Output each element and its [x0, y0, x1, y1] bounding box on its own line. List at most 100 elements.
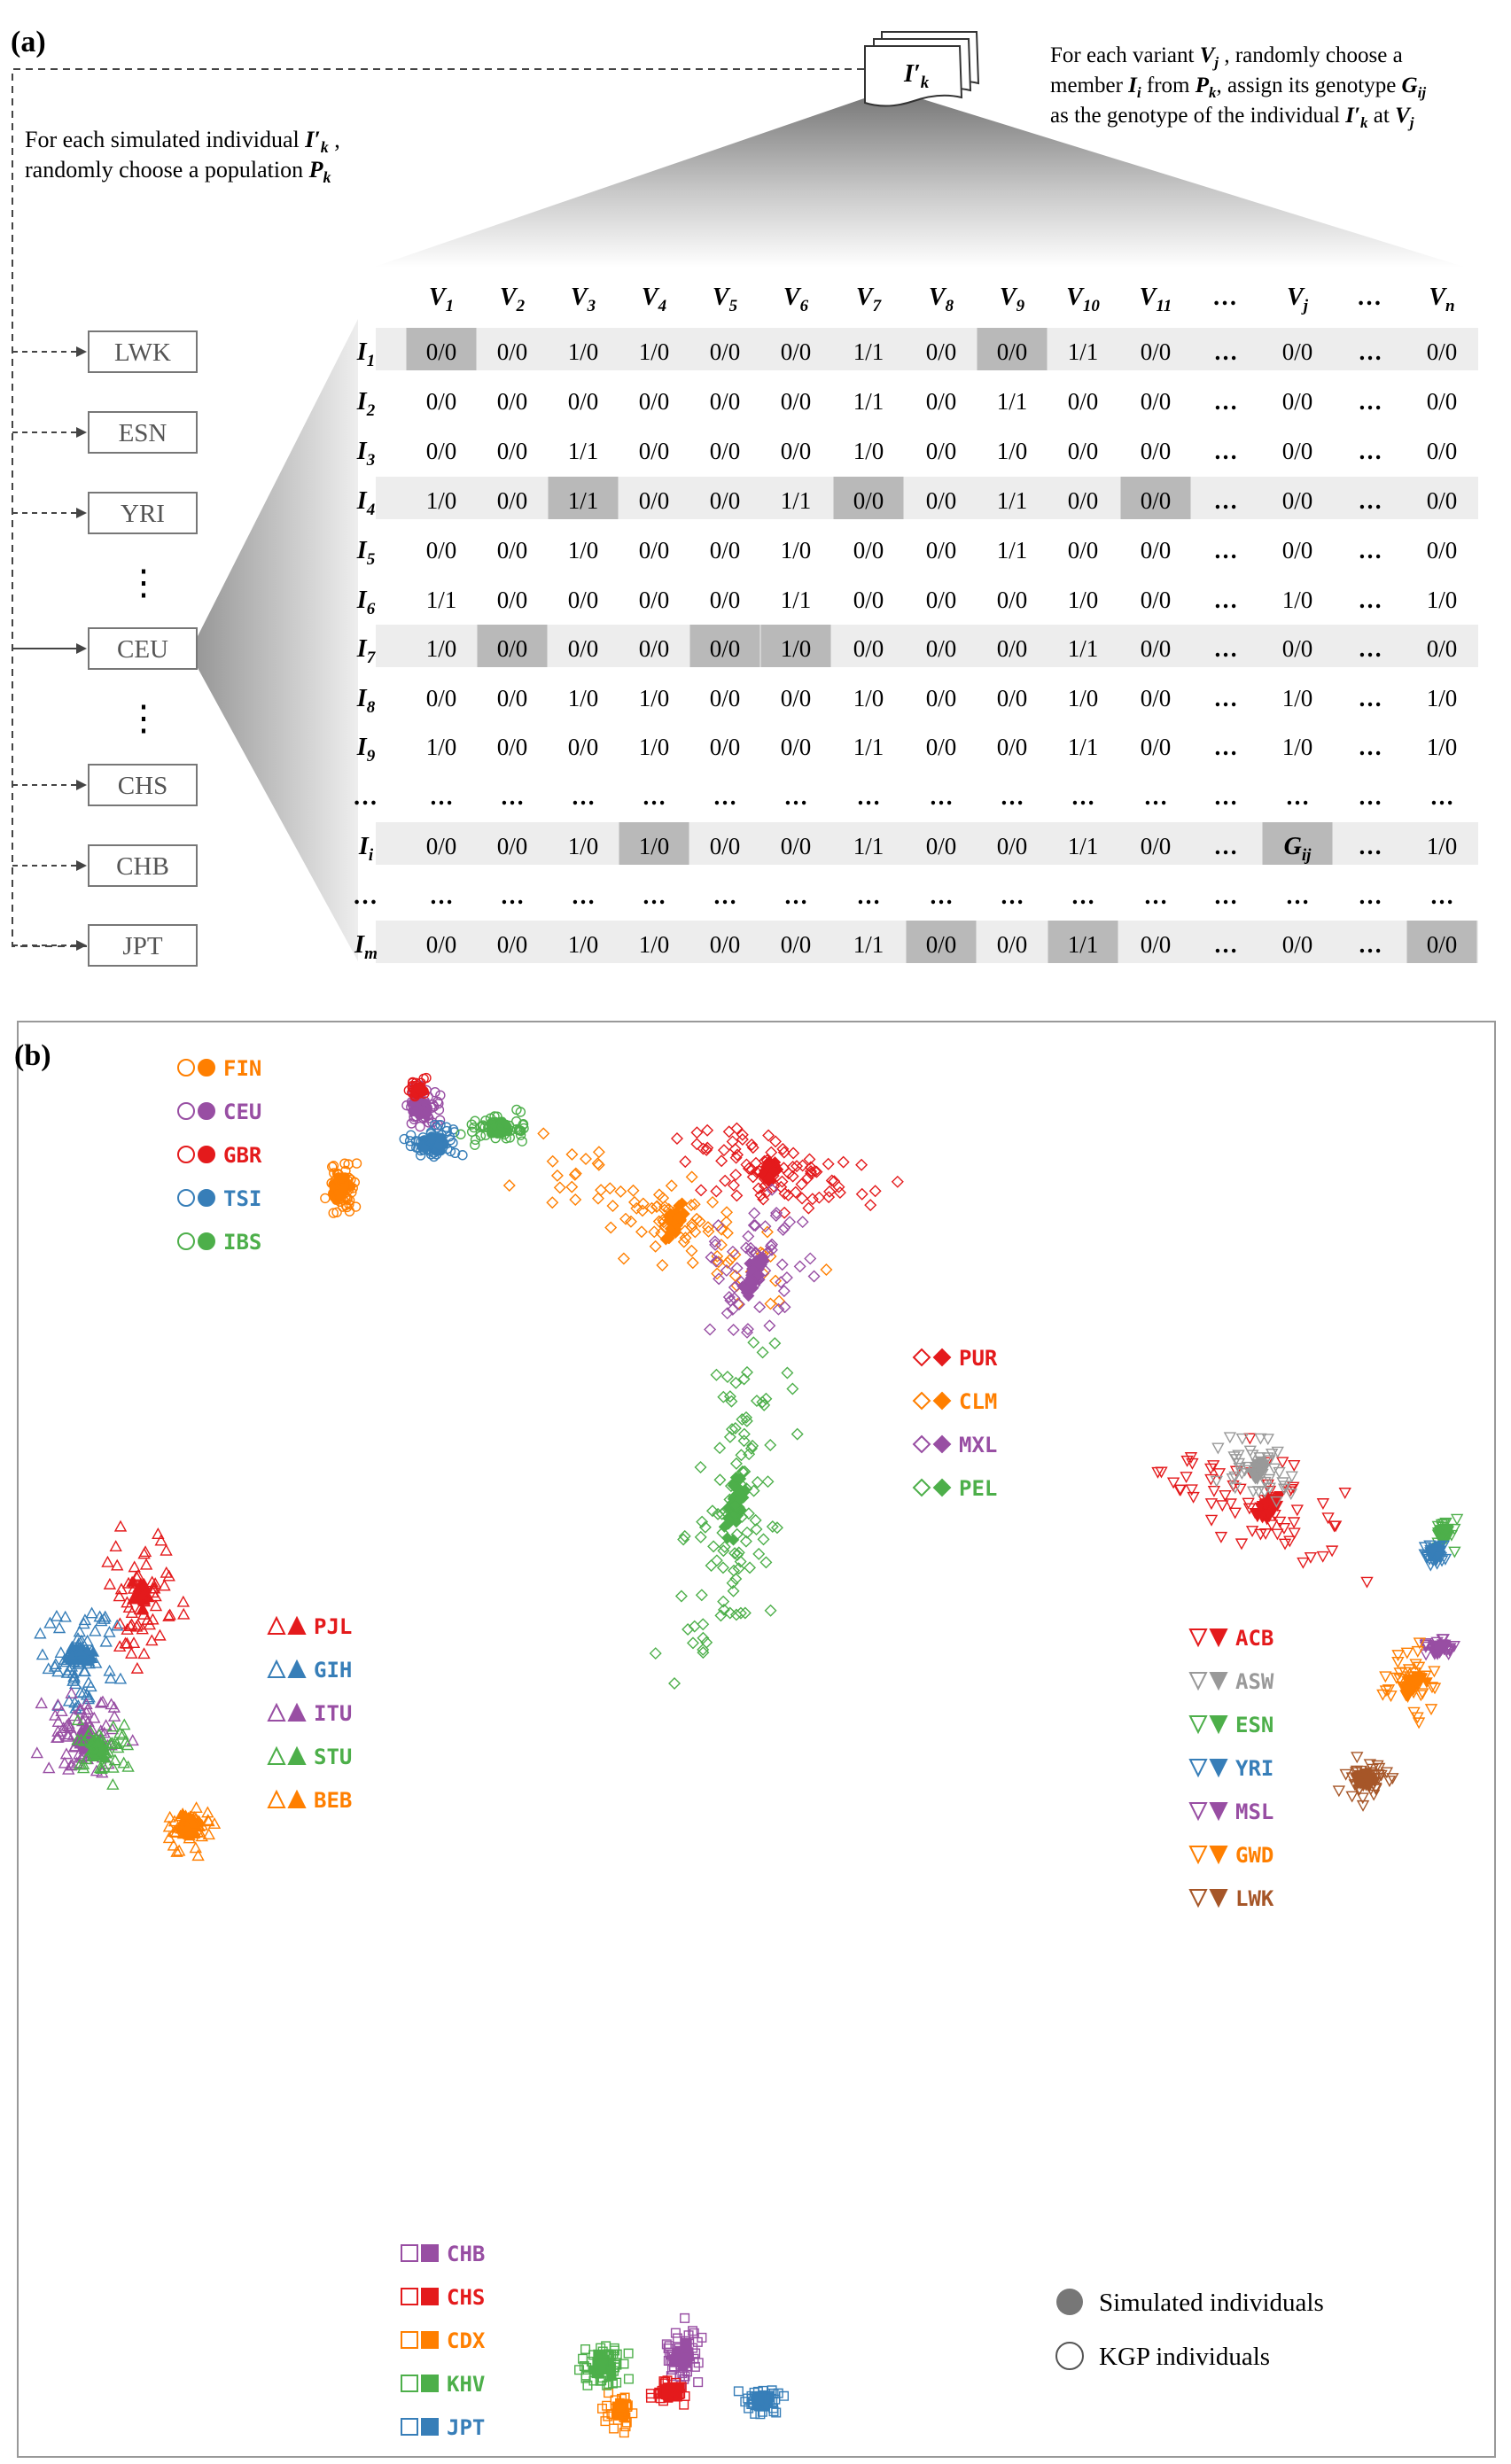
- kgp-point: [702, 1224, 715, 1238]
- kgp-point: [728, 1547, 742, 1560]
- genotype-cell: 0/0: [497, 685, 528, 711]
- highlight-cell: [760, 625, 831, 667]
- kgp-point: [777, 1146, 791, 1159]
- kgp-point: [803, 1153, 816, 1166]
- row-stripe: [376, 625, 1478, 667]
- genotype-cell: …: [784, 882, 808, 909]
- kgp-point: [52, 1621, 66, 1634]
- kgp-point: [736, 1128, 749, 1141]
- kgp-point: [1332, 1785, 1346, 1798]
- genotype-cell: 0/0: [926, 487, 957, 514]
- kgp-point: [679, 2399, 689, 2410]
- kgp-point: [657, 1192, 670, 1205]
- kgp-point: [1288, 1460, 1301, 1472]
- legend-marker-icon: [912, 1434, 931, 1454]
- kgp-point: [110, 1737, 124, 1749]
- kgp-point: [685, 1221, 698, 1234]
- genotype-cell: 0/0: [1427, 537, 1458, 564]
- kgp-point: [30, 1746, 43, 1759]
- kgp-point: [736, 1412, 749, 1426]
- kgp-point: [891, 1175, 904, 1188]
- legend-marker-icon: [198, 1232, 215, 1250]
- annotation-right-line-2: member Ii from Pk, assign its genotype G…: [1050, 74, 1426, 101]
- genotype-cell: 1/1: [853, 388, 884, 415]
- kgp-point: [1254, 1433, 1267, 1445]
- kgp-point: [405, 1140, 417, 1152]
- kgp-point: [679, 1155, 692, 1169]
- kgp-point: [759, 1556, 773, 1569]
- kgp-point: [750, 1523, 763, 1535]
- kgp-point: [690, 1126, 704, 1139]
- legend-marker-icon: [932, 1348, 952, 1367]
- kgp-point: [624, 1215, 637, 1228]
- kgp-point: [768, 1337, 782, 1350]
- kgp-point: [727, 1178, 740, 1192]
- genotype-cell: 0/0: [1141, 537, 1172, 564]
- kgp-point: [207, 1817, 222, 1830]
- genotype-cell: 0/0: [710, 487, 741, 514]
- genotype-cell: 0/0: [926, 537, 957, 564]
- legend-label-yri: YRI: [1235, 1756, 1273, 1781]
- kgp-point: [685, 1170, 698, 1184]
- genotype-cell: 0/0: [1141, 587, 1172, 613]
- legend-marker-icon: [1209, 1889, 1228, 1908]
- highlight-cell: [1406, 921, 1477, 963]
- kgp-point: [1356, 1792, 1369, 1805]
- kgp-point: [106, 1720, 121, 1732]
- kgp-point: [550, 1169, 564, 1182]
- genotype-cell: …: [572, 882, 596, 909]
- kgp-point: [145, 1634, 159, 1646]
- kgp-point: [668, 1676, 682, 1690]
- population-list: LWK ESN YRI ⋮ CEU ⋮ CHS CHB JPT: [12, 330, 198, 967]
- legend-marker-icon: [198, 1189, 215, 1207]
- kgp-point: [1424, 1704, 1438, 1716]
- kgp-point: [1180, 1455, 1194, 1467]
- kgp-point: [137, 1647, 151, 1660]
- simulated-point: [187, 1817, 199, 1829]
- genotype-cell: 0/0: [568, 635, 599, 662]
- legend-marker-icon: [401, 2244, 418, 2262]
- column-header: V6: [783, 284, 809, 315]
- kgp-point: [623, 2348, 634, 2359]
- genotype-cell: 0/0: [1427, 635, 1458, 662]
- genotype-cell: 0/0: [710, 537, 741, 564]
- kgp-point: [688, 2326, 698, 2336]
- kgp-point: [775, 1175, 789, 1188]
- genotype-cell: …: [857, 882, 881, 909]
- legend-label-gih: GIH: [314, 1658, 352, 1683]
- document-stack-icon: I′k: [864, 31, 980, 107]
- kgp-point: [604, 1221, 618, 1234]
- kgp-point: [727, 1323, 740, 1336]
- kgp-point: [1419, 1649, 1433, 1661]
- kgp-point: [1325, 1545, 1339, 1558]
- kgp-point: [190, 1801, 203, 1814]
- kgp-point: [1166, 1477, 1180, 1489]
- genotype-cell: 0/0: [1141, 833, 1172, 859]
- legend-marker-icon: [1209, 1628, 1228, 1648]
- kgp-point: [43, 1761, 56, 1774]
- genotype-cell: 0/0: [926, 438, 957, 464]
- simulated-point: [181, 1820, 194, 1831]
- kgp-point: [674, 1590, 688, 1603]
- column-header: Vj: [1287, 284, 1309, 315]
- kgp-point: [778, 1221, 791, 1234]
- kgp-point: [804, 1165, 817, 1178]
- kgp-point: [748, 1207, 761, 1220]
- arrowhead-icon: [76, 940, 87, 951]
- genotype-cell: …: [1286, 882, 1310, 909]
- kgp-point: [1351, 1752, 1364, 1764]
- kgp-point: [435, 1119, 446, 1131]
- kgp-point: [415, 1121, 425, 1132]
- kgp-point: [34, 1627, 47, 1639]
- kgp-point: [614, 1185, 627, 1198]
- simulated-point: [1400, 1684, 1414, 1696]
- kgp-point: [99, 1635, 113, 1647]
- kgp-point: [1155, 1466, 1168, 1479]
- genotype-cell: …: [430, 882, 454, 909]
- kgp-point: [717, 1144, 730, 1157]
- genotype-cell: 0/0: [426, 685, 457, 711]
- kgp-point: [769, 1135, 783, 1148]
- arrowhead-icon: [76, 860, 87, 871]
- legend-label-stu: STU: [314, 1745, 352, 1769]
